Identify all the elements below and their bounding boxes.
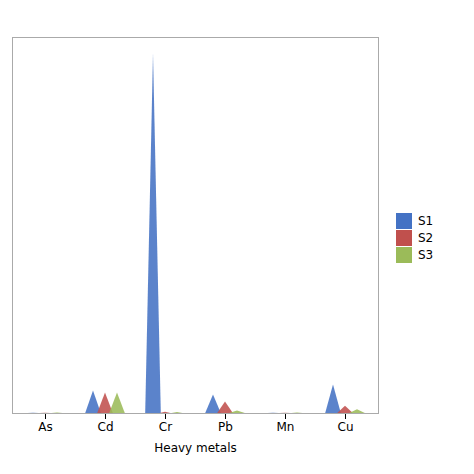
svg-text:As: As — [38, 420, 52, 434]
svg-text:Cr: Cr — [159, 420, 172, 434]
html-text:S2: S2 — [418, 230, 434, 245]
svg-text:Pb: Pb — [218, 420, 233, 434]
svg-text:Cd: Cd — [98, 420, 114, 434]
svg-text:Mn: Mn — [277, 420, 295, 434]
svg-text:Heavy metals: Heavy metals — [154, 441, 237, 455]
svg-text:Cu: Cu — [338, 420, 354, 434]
html-text:S3: S3 — [418, 247, 434, 262]
html-text:S1: S1 — [418, 213, 434, 228]
